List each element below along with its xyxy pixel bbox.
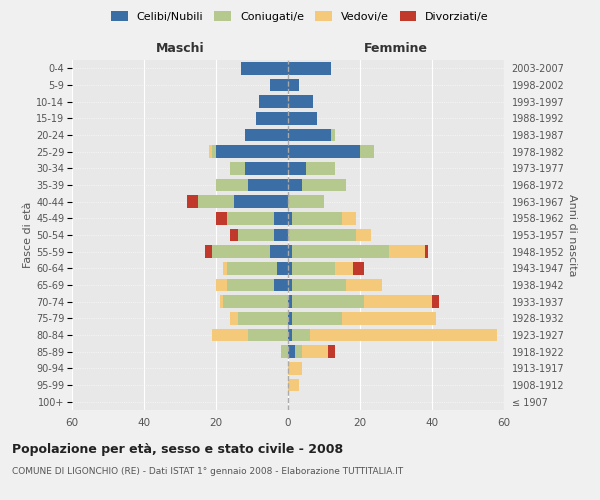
Bar [292,329,310,341]
Bar [306,162,335,174]
Bar [245,162,288,174]
Bar [292,296,364,308]
Bar [187,196,198,208]
Bar [342,212,356,224]
Bar [288,312,292,324]
Bar [238,312,288,324]
Bar [310,329,497,341]
Bar [281,346,288,358]
Bar [288,229,356,241]
Bar [248,329,288,341]
Bar [288,279,292,291]
Bar [288,196,324,208]
Bar [331,129,335,141]
Text: Popolazione per età, sesso e stato civile - 2008: Popolazione per età, sesso e stato civil… [12,442,343,456]
Bar [288,346,295,358]
Bar [288,296,292,308]
Bar [248,179,288,192]
Bar [335,262,353,274]
Bar [328,346,335,358]
Bar [292,212,342,224]
Bar [302,179,346,192]
Bar [274,279,288,291]
Bar [227,279,274,291]
Bar [292,312,342,324]
Y-axis label: Anni di nascita: Anni di nascita [567,194,577,276]
Bar [360,146,374,158]
Bar [212,146,216,158]
Bar [216,179,248,192]
Bar [292,279,346,291]
Bar [212,246,270,258]
Bar [274,212,288,224]
Bar [220,296,223,308]
Bar [216,146,288,158]
Bar [277,262,288,274]
Bar [288,96,313,108]
Bar [256,112,288,124]
Bar [288,362,302,374]
Bar [288,379,299,391]
Bar [259,96,288,108]
Bar [302,346,328,358]
Bar [223,262,227,274]
Bar [295,346,302,358]
Bar [209,146,212,158]
Bar [198,196,234,208]
Bar [234,196,288,208]
Bar [274,229,288,241]
Bar [346,279,382,291]
Text: Maschi: Maschi [155,42,205,55]
Bar [292,262,335,274]
Bar [432,296,439,308]
Bar [230,162,245,174]
Text: COMUNE DI LIGONCHIO (RE) - Dati ISTAT 1° gennaio 2008 - Elaborazione TUTTITALIA.: COMUNE DI LIGONCHIO (RE) - Dati ISTAT 1°… [12,468,403,476]
Bar [288,329,292,341]
Bar [389,246,425,258]
Bar [364,296,432,308]
Bar [288,79,299,92]
Bar [205,246,212,258]
Bar [241,62,288,74]
Bar [288,179,302,192]
Bar [245,129,288,141]
Bar [230,312,238,324]
Legend: Celibi/Nubili, Coniugati/e, Vedovi/e, Divorziati/e: Celibi/Nubili, Coniugati/e, Vedovi/e, Di… [108,8,492,25]
Bar [223,296,288,308]
Bar [288,112,317,124]
Bar [353,262,364,274]
Bar [425,246,428,258]
Bar [288,246,292,258]
Bar [216,279,227,291]
Bar [212,329,248,341]
Bar [227,212,274,224]
Bar [238,229,274,241]
Bar [288,212,292,224]
Bar [288,262,292,274]
Y-axis label: Fasce di età: Fasce di età [23,202,33,268]
Bar [227,262,277,274]
Bar [288,146,360,158]
Text: Femmine: Femmine [364,42,428,55]
Bar [216,212,227,224]
Bar [270,246,288,258]
Bar [270,79,288,92]
Bar [292,246,389,258]
Bar [356,229,371,241]
Bar [342,312,436,324]
Bar [288,62,331,74]
Bar [288,129,331,141]
Bar [230,229,238,241]
Bar [288,162,306,174]
